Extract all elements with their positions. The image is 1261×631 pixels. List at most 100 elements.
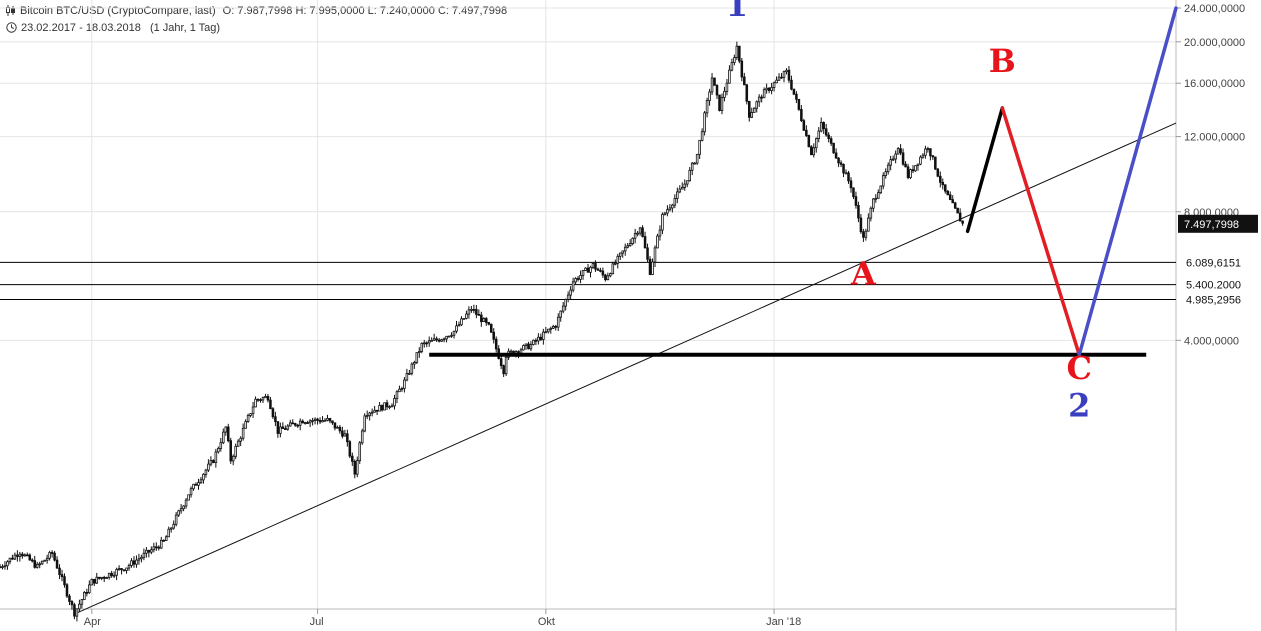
candle-body xyxy=(390,405,394,408)
y-tick-label: 20.000,0000 xyxy=(1184,37,1245,49)
candle-body xyxy=(73,604,76,617)
candle-body xyxy=(422,342,426,345)
candle-body xyxy=(681,187,684,190)
candle-body xyxy=(70,601,74,606)
candle-body xyxy=(857,205,860,219)
candle-body xyxy=(480,314,483,323)
candle-body xyxy=(93,578,96,584)
candle-body xyxy=(827,134,830,140)
candle-body xyxy=(852,187,855,198)
candle-body xyxy=(951,199,954,204)
candle-body xyxy=(638,227,642,234)
candle-body xyxy=(775,79,778,84)
candle-body xyxy=(18,553,22,557)
candle-body xyxy=(301,420,304,424)
projection-c-2 xyxy=(1077,6,1178,357)
candle-body xyxy=(936,168,940,177)
candle-body xyxy=(427,340,431,344)
candle-body xyxy=(378,404,381,412)
candle-body xyxy=(958,212,962,222)
candle-body xyxy=(943,184,947,192)
candle-body xyxy=(576,278,580,280)
candle-body xyxy=(177,510,180,516)
candle-body xyxy=(631,237,634,245)
candle-body xyxy=(529,344,533,350)
candle-body xyxy=(373,409,376,413)
candle-body xyxy=(313,418,317,421)
candle-body xyxy=(948,194,952,201)
candle-body xyxy=(745,84,749,102)
candle-body xyxy=(738,45,741,62)
candle-body xyxy=(155,546,158,549)
candle-body xyxy=(152,546,156,551)
candle-body xyxy=(68,595,71,602)
candle-body xyxy=(58,567,61,575)
candle-body xyxy=(891,158,895,161)
candle-body xyxy=(207,463,210,471)
candle-body xyxy=(924,148,927,156)
candle-body xyxy=(343,433,347,437)
candle-body xyxy=(509,350,513,353)
x-tick-label: Jan '18 xyxy=(766,616,801,628)
candle-body xyxy=(224,426,228,433)
candle-body xyxy=(393,398,396,407)
candle-body xyxy=(787,69,791,81)
candle-body xyxy=(78,603,81,610)
candle-body xyxy=(728,69,731,84)
candle-body xyxy=(790,79,793,90)
candle-body xyxy=(614,262,617,265)
candle-body xyxy=(383,402,386,411)
candle-body xyxy=(874,197,878,200)
candle-body xyxy=(594,263,597,270)
candle-body xyxy=(405,373,409,381)
candle-body xyxy=(926,148,930,151)
candle-body xyxy=(956,207,959,214)
candle-body xyxy=(53,552,56,561)
candle-body xyxy=(418,351,421,354)
candle-body xyxy=(559,310,562,318)
candle-body xyxy=(767,87,771,91)
candle-body xyxy=(21,553,24,557)
candle-body xyxy=(547,328,550,333)
candle-body xyxy=(475,309,478,315)
last-price-label: 7.497,7998 xyxy=(1184,219,1239,231)
candle-body xyxy=(197,482,200,486)
candle-body xyxy=(75,608,79,617)
candle-body xyxy=(117,568,121,570)
candle-body xyxy=(45,557,49,561)
candle-body xyxy=(442,338,446,341)
candle-body xyxy=(187,494,190,501)
candle-body xyxy=(231,455,235,462)
candle-body xyxy=(663,212,667,215)
candle-body xyxy=(184,499,188,507)
candle-body xyxy=(115,569,118,576)
wave-label-2: 2 xyxy=(1068,387,1090,425)
candle-body xyxy=(286,425,290,430)
candle-body xyxy=(465,313,468,319)
candle-body xyxy=(755,101,758,109)
candle-body xyxy=(229,440,233,462)
y-tick-label: 4.000,0000 xyxy=(1184,335,1239,347)
candle-body xyxy=(164,536,168,542)
candle-body xyxy=(884,171,887,177)
candle-body xyxy=(6,561,9,567)
candle-body xyxy=(410,363,414,374)
candle-body xyxy=(822,122,825,130)
candle-body xyxy=(609,273,612,277)
projection-b-c xyxy=(1000,106,1081,357)
candle-body xyxy=(241,427,245,439)
candle-body xyxy=(174,514,178,525)
candle-body xyxy=(881,175,885,187)
candle-body xyxy=(303,422,307,424)
candle-body xyxy=(792,88,796,95)
candle-body xyxy=(695,153,699,164)
clock-icon xyxy=(6,22,17,36)
candle-body xyxy=(100,576,103,579)
candle-body xyxy=(172,523,175,529)
candle-body xyxy=(341,430,344,437)
candle-body xyxy=(194,483,198,486)
candle-body xyxy=(762,89,766,99)
wave-label-b: B xyxy=(989,42,1016,80)
candle-body xyxy=(765,87,768,91)
